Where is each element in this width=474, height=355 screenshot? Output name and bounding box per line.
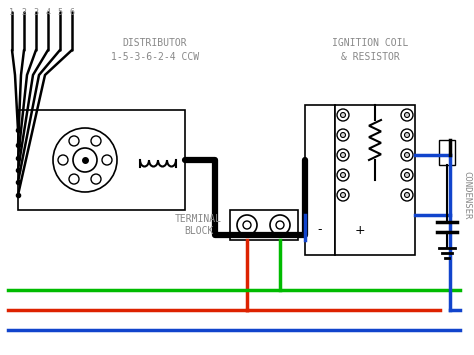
Text: 1-5-3-6-2-4 CCW: 1-5-3-6-2-4 CCW bbox=[111, 52, 199, 62]
Circle shape bbox=[276, 221, 284, 229]
Text: CONDENSER: CONDENSER bbox=[463, 171, 472, 219]
Circle shape bbox=[404, 132, 410, 137]
Circle shape bbox=[337, 189, 349, 201]
Circle shape bbox=[73, 148, 97, 172]
Circle shape bbox=[270, 215, 290, 235]
Circle shape bbox=[69, 174, 79, 184]
Circle shape bbox=[404, 192, 410, 197]
Text: 3: 3 bbox=[34, 8, 38, 17]
Circle shape bbox=[401, 169, 413, 181]
Circle shape bbox=[340, 132, 346, 137]
Text: +: + bbox=[355, 224, 365, 236]
Circle shape bbox=[404, 113, 410, 118]
Circle shape bbox=[401, 109, 413, 121]
Text: 2: 2 bbox=[21, 8, 27, 17]
Bar bbox=[335, 105, 415, 255]
Circle shape bbox=[340, 173, 346, 178]
Circle shape bbox=[91, 136, 101, 146]
Circle shape bbox=[404, 153, 410, 158]
Circle shape bbox=[102, 155, 112, 165]
Circle shape bbox=[401, 149, 413, 161]
Circle shape bbox=[337, 149, 349, 161]
Bar bbox=[305, 105, 335, 255]
Text: & RESISTOR: & RESISTOR bbox=[341, 52, 400, 62]
Bar bbox=[439, 140, 455, 165]
Text: -: - bbox=[318, 224, 322, 236]
Circle shape bbox=[337, 129, 349, 141]
Circle shape bbox=[58, 155, 68, 165]
Circle shape bbox=[337, 109, 349, 121]
Circle shape bbox=[340, 192, 346, 197]
Text: IGNITION COIL: IGNITION COIL bbox=[332, 38, 408, 48]
Circle shape bbox=[401, 189, 413, 201]
Circle shape bbox=[237, 215, 257, 235]
Bar bbox=[230, 210, 298, 240]
Text: 6: 6 bbox=[70, 8, 74, 17]
Circle shape bbox=[340, 113, 346, 118]
Circle shape bbox=[340, 153, 346, 158]
Text: 5: 5 bbox=[57, 8, 63, 17]
Circle shape bbox=[243, 221, 251, 229]
Text: 4: 4 bbox=[46, 8, 51, 17]
Circle shape bbox=[91, 174, 101, 184]
Text: TERMINAL
BLOCK: TERMINAL BLOCK bbox=[175, 214, 222, 236]
Bar bbox=[18, 110, 185, 210]
Text: 1: 1 bbox=[9, 8, 15, 17]
Circle shape bbox=[401, 129, 413, 141]
Circle shape bbox=[53, 128, 117, 192]
Circle shape bbox=[404, 173, 410, 178]
Circle shape bbox=[337, 169, 349, 181]
Text: DISTRIBUTOR: DISTRIBUTOR bbox=[123, 38, 187, 48]
Circle shape bbox=[69, 136, 79, 146]
